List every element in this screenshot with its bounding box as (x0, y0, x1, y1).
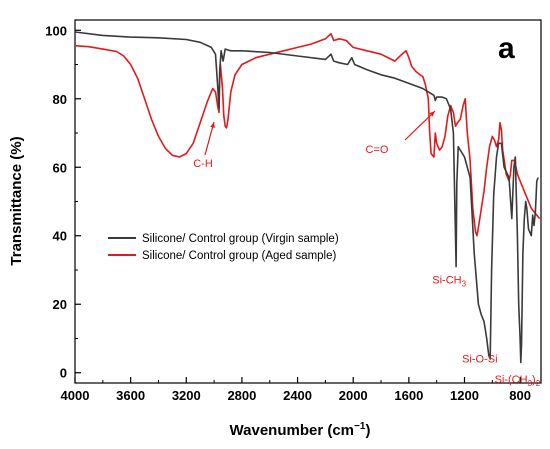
panel-label: a (498, 32, 515, 65)
series-line-aged (74, 32, 541, 237)
annotation-arrow-ch (204, 121, 215, 156)
x-tick-label: 3600 (116, 388, 145, 403)
y-tick-label: 40 (53, 229, 67, 244)
y-tick-label: 60 (53, 160, 67, 175)
annotation-arrowhead-ch (210, 122, 215, 128)
legend: Silicone/ Control group (Virgin sample) … (108, 233, 339, 262)
x-tick-label: 800 (509, 388, 531, 403)
series-layer (74, 31, 541, 364)
annotation-sich3: Si-CH3 (432, 275, 466, 289)
x-axis-title: Wavenumber (cm−1) (230, 421, 371, 439)
legend-label-aged: Silicone/ Control group (Aged sample) (142, 250, 336, 262)
y-axis-title: Transmittance (%) (8, 136, 25, 265)
annotation-sich32: Si-(CH3)2 (495, 374, 541, 388)
x-tick-label: 2800 (227, 388, 256, 403)
y-tick-label: 100 (45, 23, 67, 38)
annotation-arrow-co (404, 110, 436, 141)
x-axis-title-sup: −1 (354, 421, 366, 432)
annotation-arrowhead-co (429, 111, 435, 117)
x-tick-label: 2400 (283, 388, 312, 403)
y-tick-label: 20 (53, 297, 67, 312)
series-line-virgin (74, 31, 539, 364)
y-axis-ticks: 0 20 40 60 80 100 (45, 23, 81, 381)
x-tick-label: 2000 (339, 388, 368, 403)
x-axis-title-end: ) (365, 422, 370, 439)
annotation-co: C=O (366, 144, 389, 156)
y-tick-label: 0 (60, 366, 67, 381)
x-tick-label: 3200 (172, 388, 201, 403)
legend-label-virgin: Silicone/ Control group (Virgin sample) (142, 233, 339, 245)
y-tick-label: 80 (53, 92, 67, 107)
x-axis-ticks: 4000 3600 3200 2800 2400 2000 1600 1200 800 (61, 377, 531, 403)
x-tick-label: 1200 (450, 388, 479, 403)
annotation-ch: C-H (193, 158, 213, 170)
annotation-layer: C-H C=O Si-CH3 Si-O-Si Si-(CH3)2 (193, 110, 541, 388)
x-tick-label: 4000 (61, 388, 90, 403)
x-tick-label: 1600 (394, 388, 423, 403)
annotation-siosi: Si-O-Si (462, 353, 497, 365)
x-axis-title-main: Wavenumber (cm (230, 422, 354, 439)
